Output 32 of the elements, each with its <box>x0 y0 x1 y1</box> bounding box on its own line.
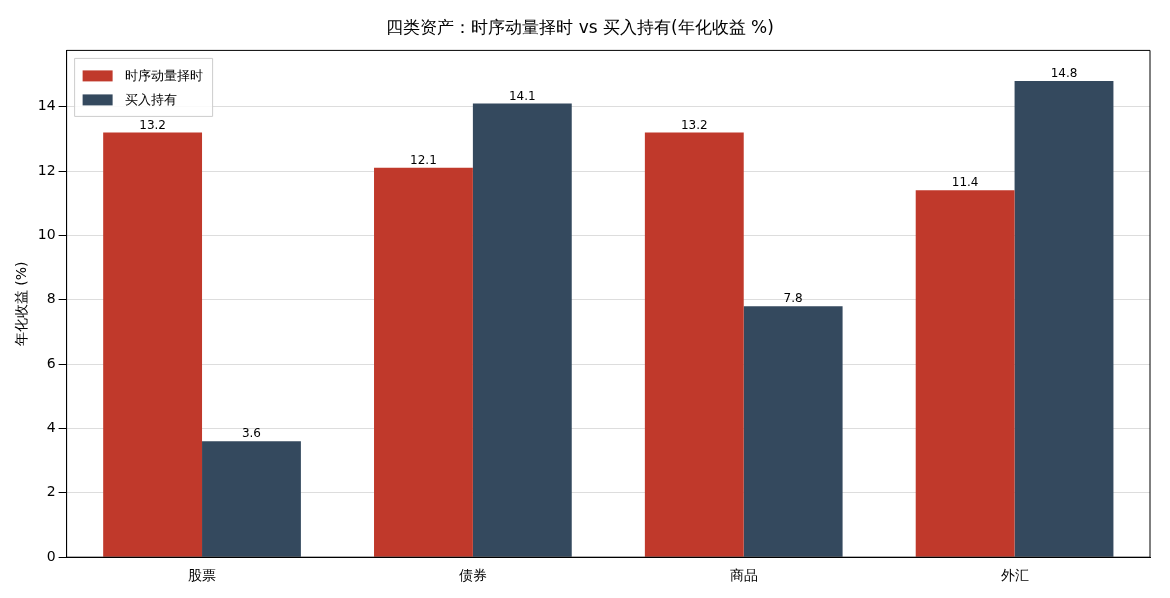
y-tick-label: 10 <box>37 226 56 243</box>
bar <box>915 190 1015 557</box>
y-tick-label: 12 <box>37 161 56 178</box>
data-label: 7.8 <box>783 291 803 306</box>
data-label: 13.2 <box>680 117 708 132</box>
y-tick-label: 14 <box>37 97 56 114</box>
bar <box>103 132 203 557</box>
bar <box>472 103 572 557</box>
bar <box>644 132 744 557</box>
y-tick-label: 2 <box>46 483 56 500</box>
x-tick-label: 外汇 <box>1000 567 1029 584</box>
data-label: 13.2 <box>139 117 166 132</box>
bar <box>202 441 301 557</box>
bar <box>1014 80 1114 557</box>
x-tick-label: 债券 <box>458 567 487 584</box>
bar <box>743 306 843 557</box>
x-tick-label: 股票 <box>188 567 217 584</box>
y-tick-label: 8 <box>46 290 56 307</box>
y-tick-label: 4 <box>46 419 56 436</box>
data-label: 12.1 <box>410 152 437 167</box>
x-tick-label: 商品 <box>729 567 758 584</box>
legend-label: 买入持有 <box>124 91 177 107</box>
data-label: 3.6 <box>241 426 262 441</box>
data-label: 14.1 <box>508 88 536 103</box>
y-tick-label: 6 <box>46 354 56 371</box>
data-label: 11.4 <box>951 175 979 190</box>
y-tick-label: 0 <box>46 547 56 564</box>
chart-title: 四类资产：时序动量择时 vs 买入持有(年化收益 %) <box>386 16 774 37</box>
legend-label: 时序动量择时 <box>124 67 203 83</box>
bar <box>374 167 473 557</box>
data-label: 14.8 <box>1050 66 1078 81</box>
y-axis-title: 年化收益 (%) <box>13 261 30 347</box>
